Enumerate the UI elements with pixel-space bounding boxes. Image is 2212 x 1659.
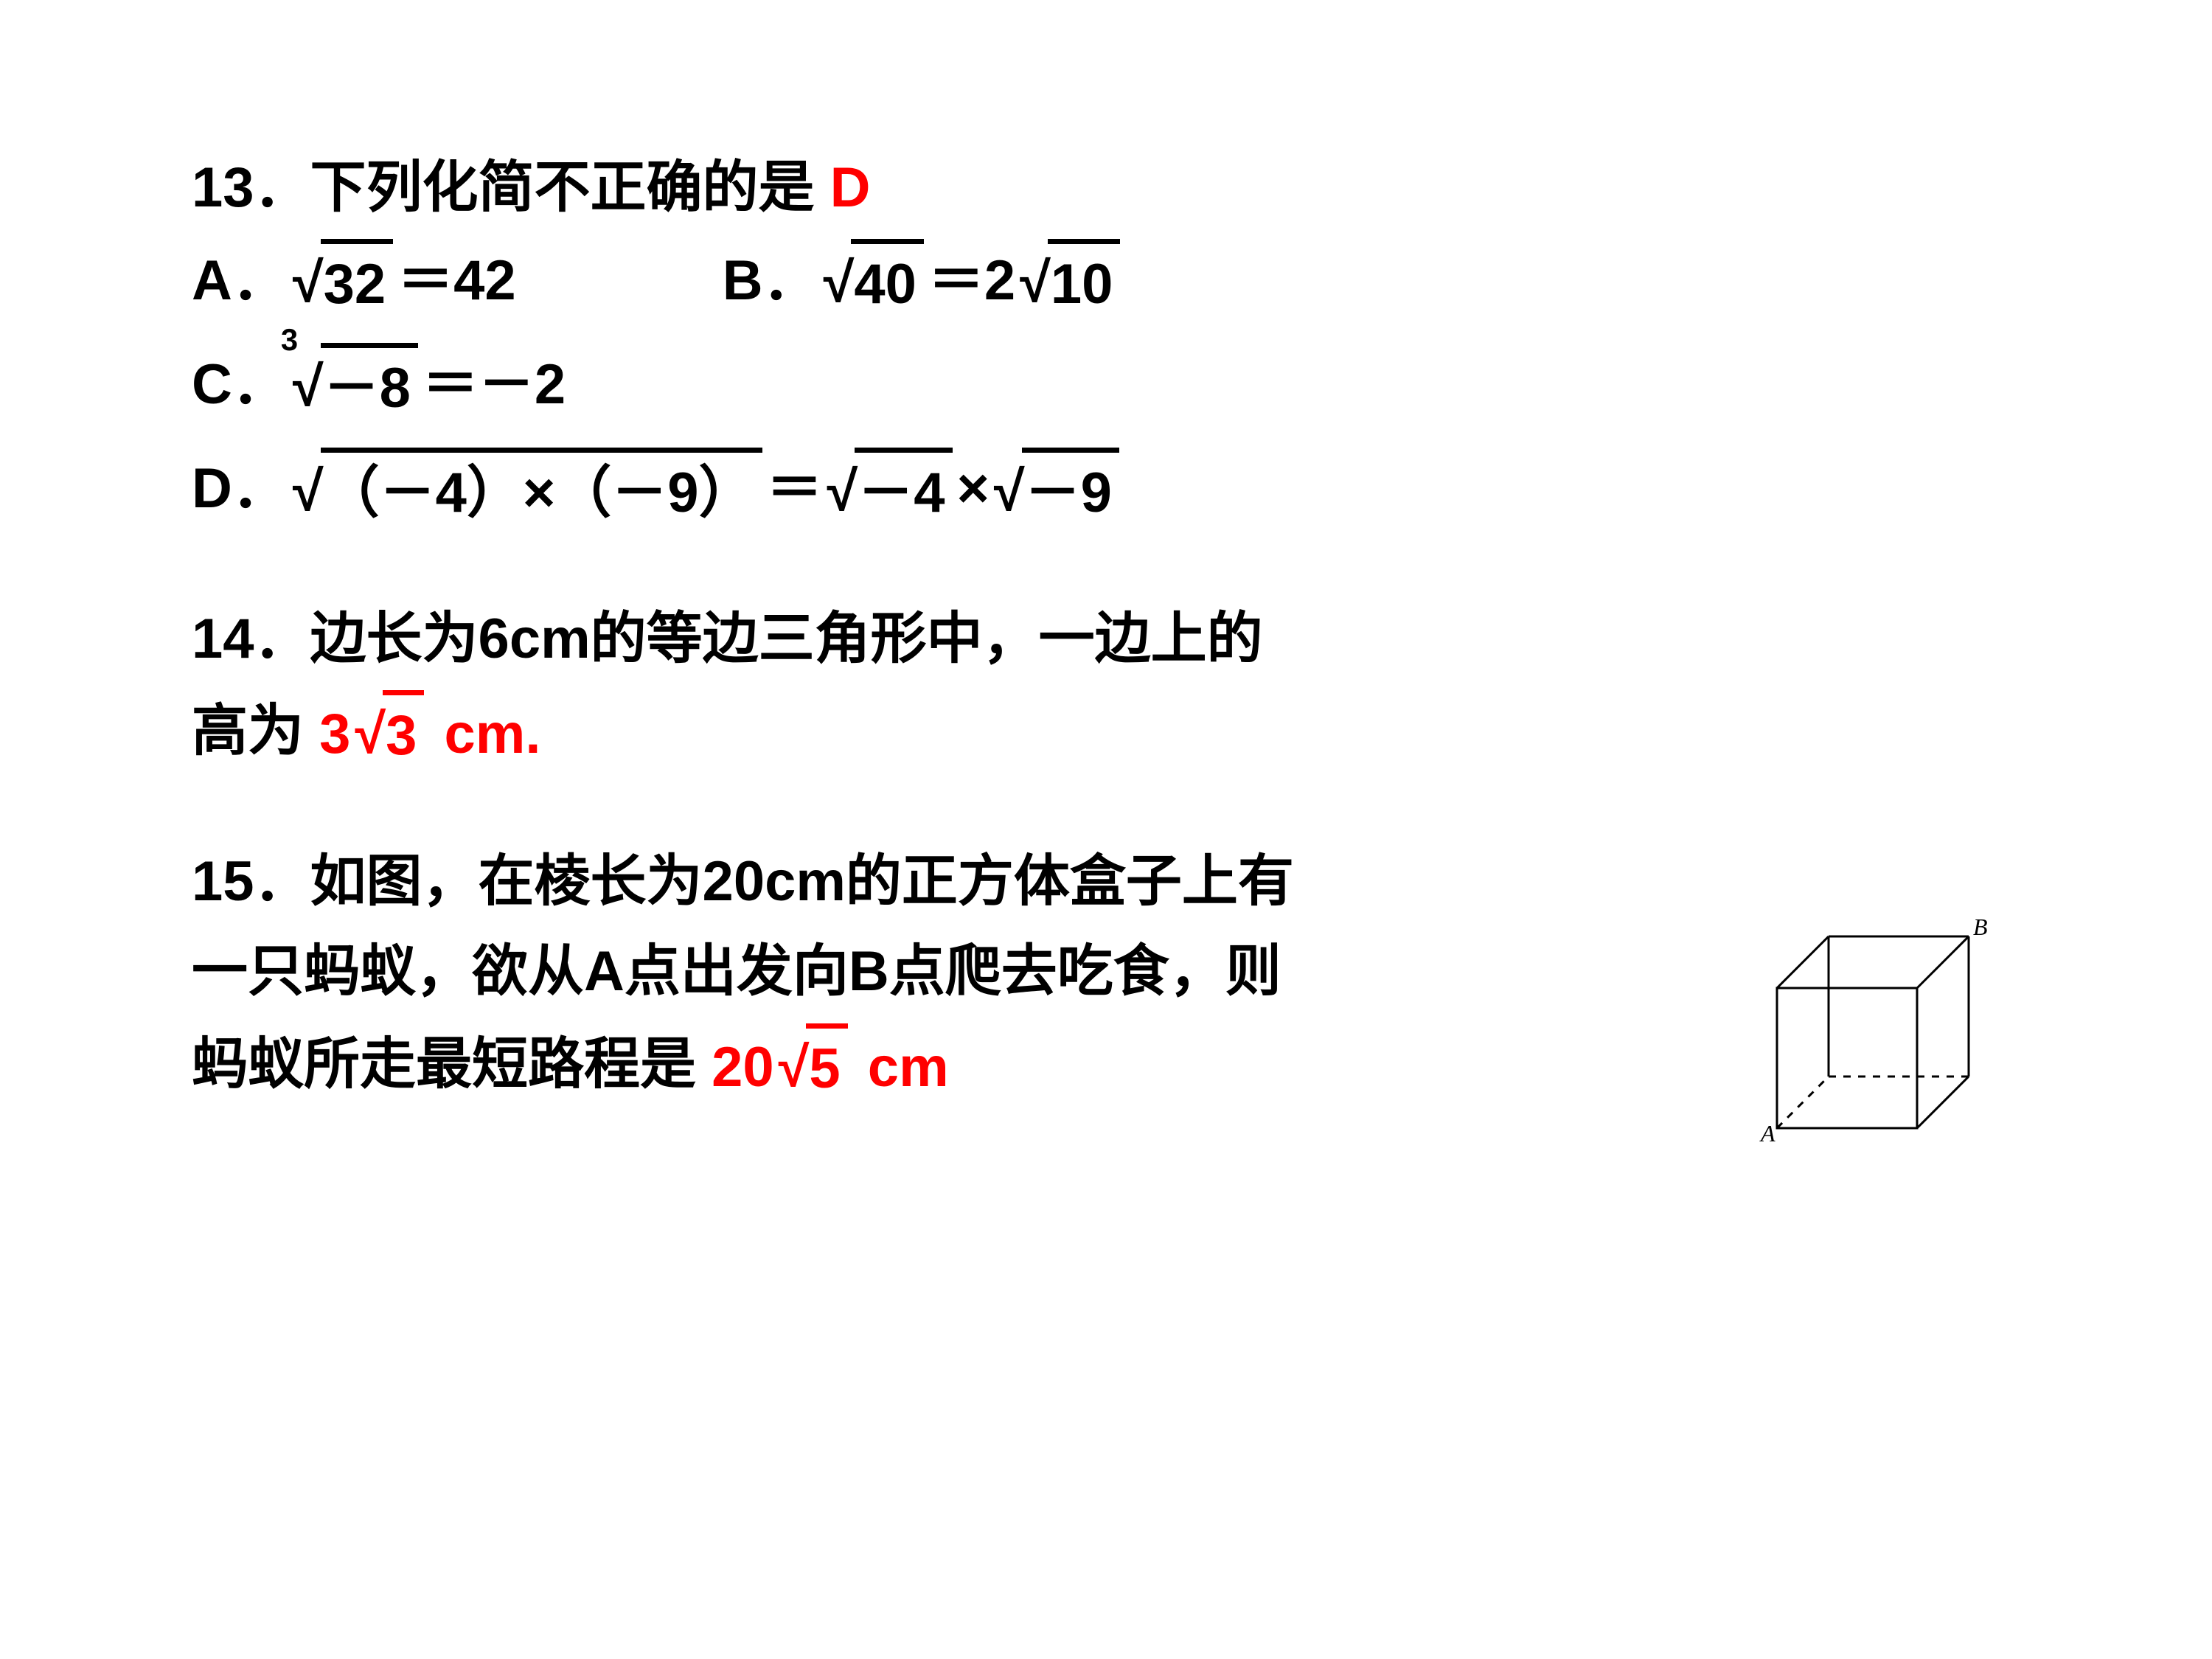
radicand: 32 [321,239,394,325]
sqrt-3: √3 [355,689,424,775]
q14-answer: 3√3 cm. [319,689,540,775]
sqrt-neg4: √ －4 [827,446,953,532]
cube-label-A: A [1759,1120,1775,1147]
cube-svg: A B [1755,914,1991,1150]
radical-sign: √ [779,1027,810,1108]
cube-diagram: A B [1755,914,1991,1154]
radical-sign: √ [293,451,324,532]
q15-text2: 一只蚂蚁，欲从A点出发向B点爬去吃食，则 [192,931,1281,1012]
q13-A-label: A． [192,240,288,321]
q14-unit: cm. [445,703,541,765]
q13-stem: 下列化简不正确的是 [310,147,815,229]
radical-sign: √ [1020,243,1051,324]
q14: 14． 边长为6cm的等边三角形中，一边上的 高为 3√3 cm. [192,599,2020,775]
q15-unit: cm [868,1036,949,1099]
cube-edge [1777,936,1829,988]
radical-sign: √ [994,451,1025,532]
radical-sign: √ [293,243,324,324]
radicand: －8 [321,343,418,429]
sqrt-5: √5 [779,1022,848,1108]
q14-stem-b: 高为 [192,691,304,772]
q15: 15． 如图，在棱长为20cm的正方体盒子上有 一只蚂蚁，欲从A点出发向B点爬去… [192,841,2020,1108]
cbrt-neg8: 3 √ －8 [288,341,422,428]
radicand: 5 [806,1023,847,1110]
times-sign: × [957,448,990,529]
q13-C-label: C． [192,344,288,425]
q13-A-eq: ＝42 [397,240,516,321]
radicand: 40 [851,239,924,325]
radical-sign: √ [293,347,324,428]
q14-line1: 14． 边长为6cm的等边三角形中，一边上的 [192,599,2020,680]
q13-row-ab: A． √ 32 ＝42 B． √ 40 ＝2 √ 10 [192,237,2020,324]
q14-line2: 高为 3√3 cm. [192,689,2020,775]
q14-ans-prefix: 3 [319,703,350,765]
q15-number: 15． [192,841,310,922]
sqrt-40: √ 40 [824,237,924,324]
sqrt-prod: √ （－4）×（－9） [293,446,762,532]
cube-hidden-edge [1777,1077,1829,1128]
q13-D-label: D． [192,448,288,529]
q13-answer: D [830,147,871,229]
sqrt-10: √ 10 [1020,237,1120,324]
radicand: －4 [855,448,952,534]
cube-edge [1917,936,1969,988]
q13-stem-row: 13． 下列化简不正确的是 D [192,147,2020,229]
radicand: 3 [383,690,424,776]
q13-row-d: D． √ （－4）×（－9） ＝ √ －4 × √ －9 [192,446,2020,532]
q13-B-label: B． [723,240,819,321]
radicand: 10 [1048,239,1121,325]
radical-sign: √ [355,694,386,775]
cube-label-B: B [1973,914,1988,940]
q15-text1: 如图，在棱长为20cm的正方体盒子上有 [310,841,1294,922]
q15-line1: 15． 如图，在棱长为20cm的正方体盒子上有 [192,841,2020,922]
sqrt-neg9: √ －9 [994,446,1119,532]
radicand: （－4）×（－9） [321,448,762,534]
q14-stem-a: 边长为6cm的等边三角形中，一边上的 [310,599,1263,680]
radical-sign: √ [827,451,858,532]
cube-edge [1917,1077,1969,1128]
q15-line3: 蚂蚁所走最短路程是 20√5 cm [192,1022,2020,1108]
q15-text3: 蚂蚁所走最短路程是 [192,1024,696,1105]
radicand: －9 [1022,448,1119,534]
q13-row-c: C． 3 √ －8 ＝－2 [192,341,2020,428]
q14-number: 14． [192,599,310,680]
sqrt-32: √ 32 [293,237,393,324]
q13-C-eq: ＝－2 [422,344,566,425]
q13-number: 13． [192,147,310,229]
q15-ans-prefix: 20 [712,1036,774,1099]
q13-B-eq: ＝2 [928,240,1015,321]
q13-D-eq: ＝ [767,448,823,529]
q15-line2: 一只蚂蚁，欲从A点出发向B点爬去吃食，则 [192,931,2020,1012]
q15-answer: 20√5 cm [712,1022,949,1108]
radical-sign: √ [824,243,855,324]
